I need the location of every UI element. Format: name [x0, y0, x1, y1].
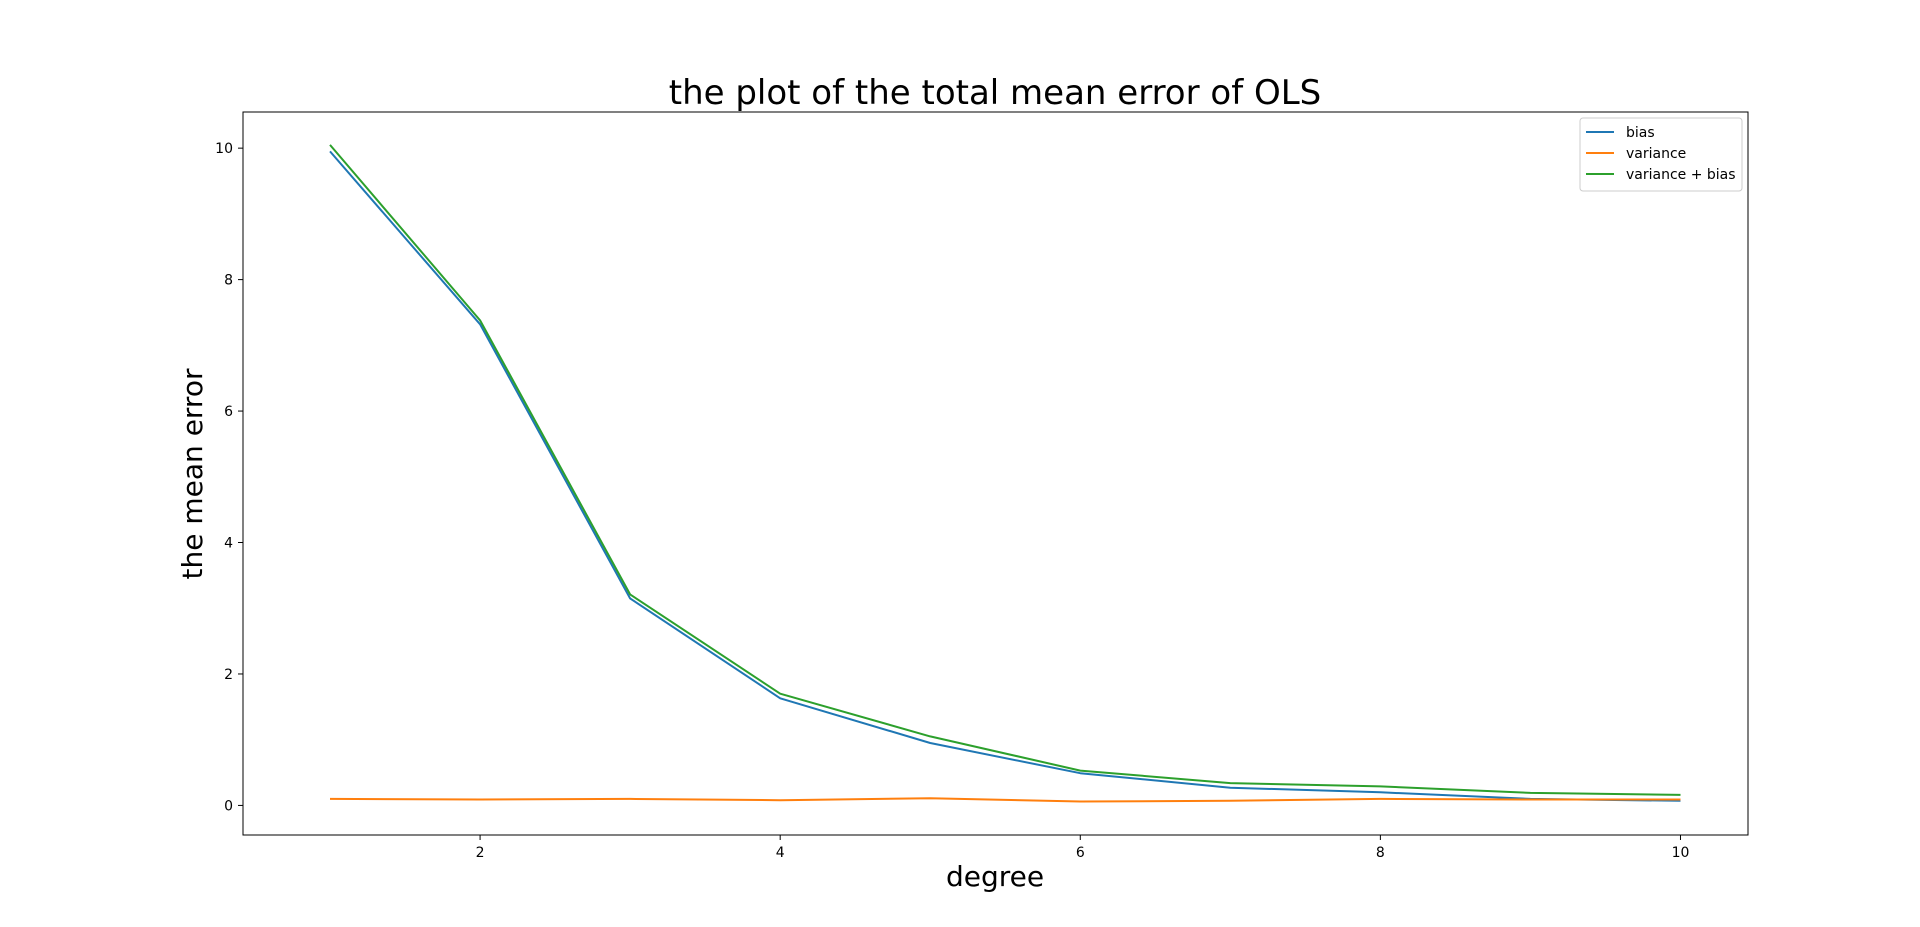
- legend-box: [1579, 117, 1743, 192]
- y-tick-label: 6: [224, 404, 233, 420]
- plot-area: 2 4 6 8 10 0 2 4 6 8 10 bias variance variance + bias: [215, 111, 1749, 861]
- x-axis-label: degree: [946, 860, 1044, 893]
- y-tick-label: 0: [224, 798, 233, 814]
- x-tick-label: 10: [1672, 845, 1690, 861]
- x-tick-label: 4: [776, 845, 785, 861]
- chart-title: the plot of the total mean error of OLS: [669, 73, 1322, 113]
- y-tick-label: 2: [224, 667, 233, 683]
- y-axis-label: the mean error: [176, 368, 209, 579]
- series-line-bias: [329, 150, 1681, 802]
- y-tick-label: 4: [224, 536, 233, 552]
- y-tick-label: 10: [215, 141, 233, 157]
- legend-label: bias: [1626, 125, 1655, 141]
- x-tick-label: 6: [1076, 845, 1085, 861]
- x-tick-label: 8: [1376, 845, 1385, 861]
- legend-label: variance + bias: [1626, 167, 1736, 183]
- legend-label: variance: [1626, 146, 1686, 162]
- plot-frame: [242, 111, 1749, 836]
- y-tick-label: 8: [224, 273, 233, 289]
- x-tick-label: 2: [476, 845, 485, 861]
- series-line-variance-bias: [329, 144, 1681, 796]
- series-line-variance: [329, 797, 1681, 803]
